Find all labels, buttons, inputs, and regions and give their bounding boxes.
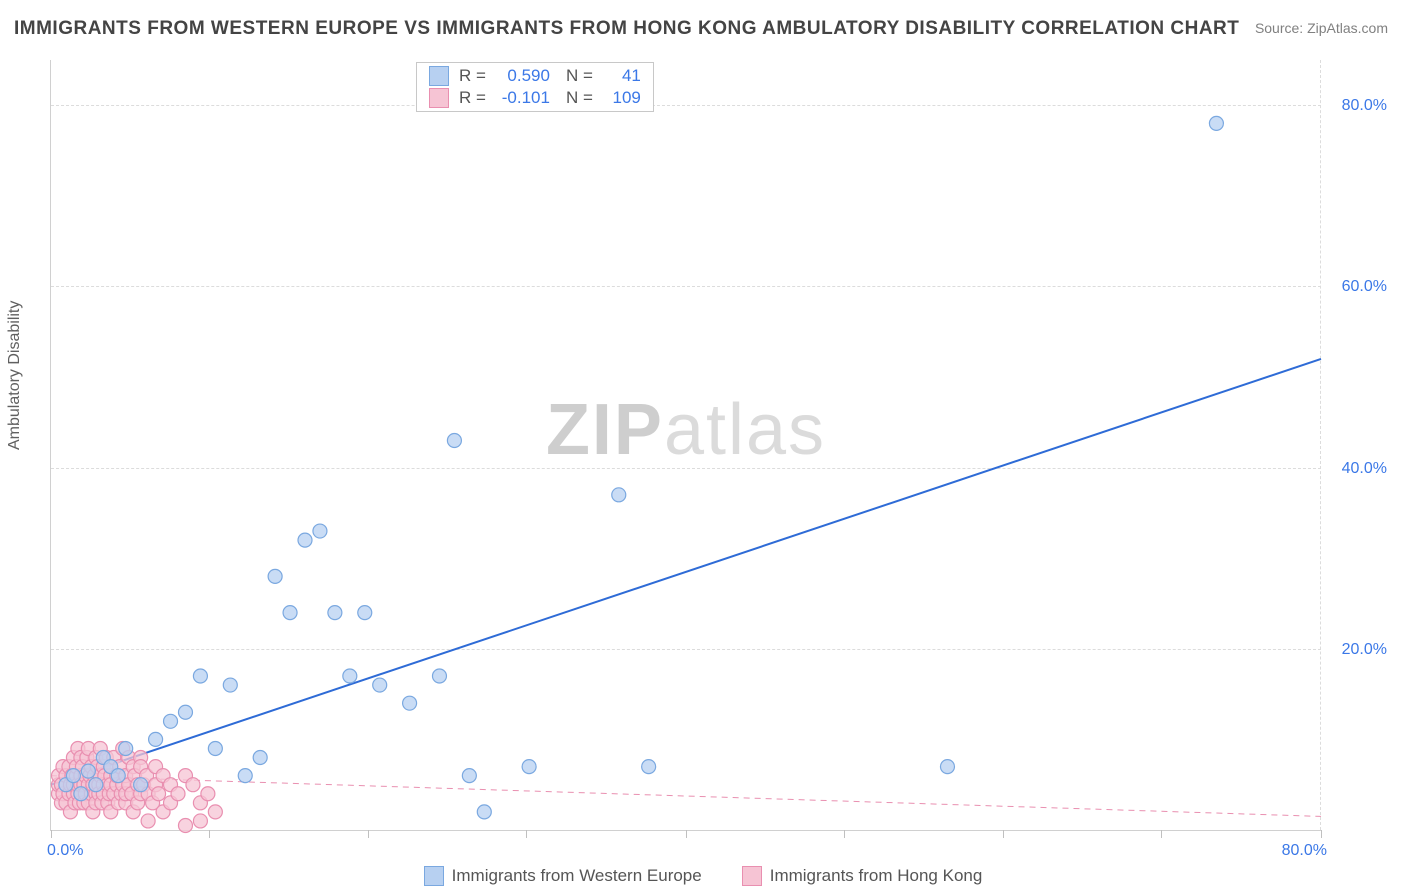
- data-point: [81, 764, 95, 778]
- x-tick: [209, 830, 210, 838]
- x-tick: [686, 830, 687, 838]
- x-max-label: 80.0%: [1282, 842, 1327, 860]
- y-tick-label-3: 80.0%: [1342, 97, 1387, 115]
- data-point: [522, 760, 536, 774]
- data-point: [253, 751, 267, 765]
- data-point: [940, 760, 954, 774]
- data-point: [403, 696, 417, 710]
- legend-label-1: Immigrants from Hong Kong: [770, 866, 983, 886]
- legend-label-0: Immigrants from Western Europe: [452, 866, 702, 886]
- data-point: [66, 769, 80, 783]
- x-tick: [1321, 830, 1322, 838]
- y-tick-label-2: 60.0%: [1342, 278, 1387, 296]
- data-point: [343, 669, 357, 683]
- y-tick-label-0: 20.0%: [1342, 641, 1387, 659]
- data-point: [642, 760, 656, 774]
- data-point: [223, 678, 237, 692]
- x-tick: [368, 830, 369, 838]
- data-point: [178, 818, 192, 832]
- data-point: [178, 705, 192, 719]
- x-min-label: 0.0%: [47, 842, 83, 860]
- x-tick: [526, 830, 527, 838]
- data-point: [328, 606, 342, 620]
- scatter-svg: [51, 60, 1321, 830]
- trend-line-0: [51, 359, 1321, 785]
- data-point: [283, 606, 297, 620]
- data-point: [462, 769, 476, 783]
- data-point: [298, 533, 312, 547]
- data-point: [141, 814, 155, 828]
- data-point: [1209, 116, 1223, 130]
- data-point: [612, 488, 626, 502]
- data-point: [171, 787, 185, 801]
- data-point: [447, 433, 461, 447]
- chart-title: IMMIGRANTS FROM WESTERN EUROPE VS IMMIGR…: [14, 18, 1239, 40]
- data-point: [238, 769, 252, 783]
- data-point: [134, 778, 148, 792]
- legend-swatch-0: [424, 866, 444, 886]
- data-point: [186, 778, 200, 792]
- data-point: [358, 606, 372, 620]
- x-tick: [844, 830, 845, 838]
- y-axis-label: Ambulatory Disability: [6, 301, 24, 450]
- plot-area: 20.0% 40.0% 60.0% 80.0% 0.0% 80.0% R = 0…: [50, 60, 1321, 831]
- data-point: [373, 678, 387, 692]
- legend-swatch-1: [742, 866, 762, 886]
- data-point: [208, 741, 222, 755]
- data-point: [152, 787, 166, 801]
- y-tick-label-1: 40.0%: [1342, 460, 1387, 478]
- x-tick: [51, 830, 52, 838]
- legend-bottom: Immigrants from Western Europe Immigrant…: [0, 866, 1406, 886]
- data-point: [119, 741, 133, 755]
- data-point: [313, 524, 327, 538]
- data-point: [111, 769, 125, 783]
- data-point: [149, 732, 163, 746]
- data-point: [477, 805, 491, 819]
- chart-container: IMMIGRANTS FROM WESTERN EUROPE VS IMMIGR…: [0, 0, 1406, 892]
- legend-item-0: Immigrants from Western Europe: [424, 866, 702, 886]
- data-point: [208, 805, 222, 819]
- legend-item-1: Immigrants from Hong Kong: [742, 866, 983, 886]
- data-point: [164, 714, 178, 728]
- data-point: [268, 569, 282, 583]
- x-tick: [1003, 830, 1004, 838]
- data-point: [201, 787, 215, 801]
- data-point: [74, 787, 88, 801]
- source-label: Source: ZipAtlas.com: [1255, 20, 1388, 36]
- data-point: [193, 814, 207, 828]
- data-point: [193, 669, 207, 683]
- data-point: [432, 669, 446, 683]
- data-point: [89, 778, 103, 792]
- x-tick: [1161, 830, 1162, 838]
